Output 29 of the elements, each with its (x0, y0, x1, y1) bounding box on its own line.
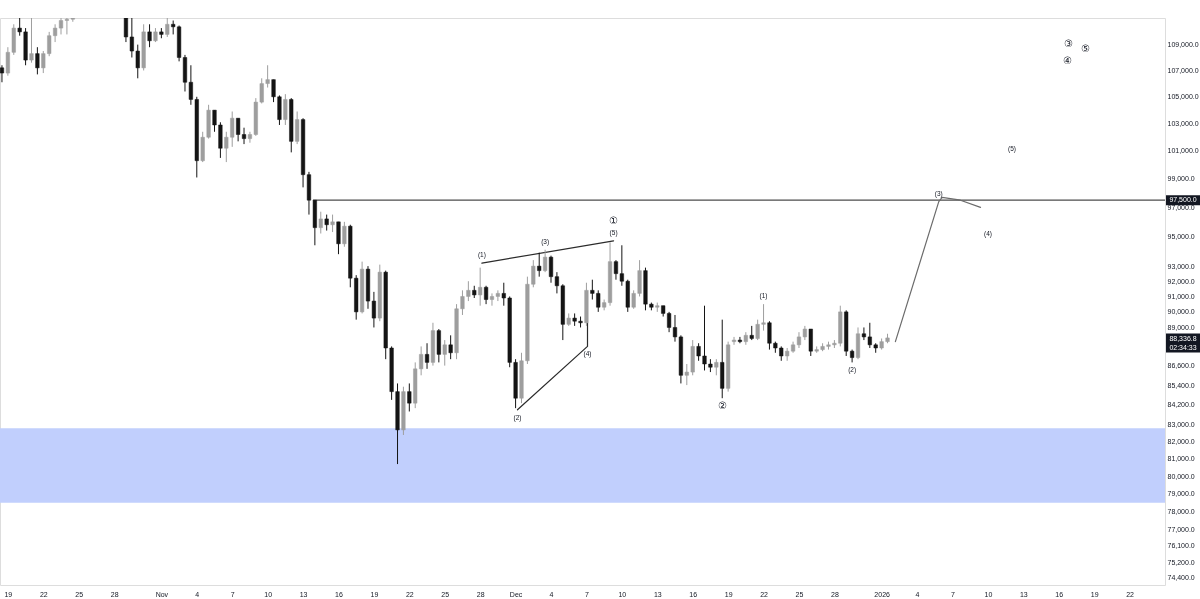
candlestick (855, 326, 861, 360)
candlestick (147, 23, 152, 48)
candlestick (537, 252, 542, 278)
annotation: ⑤ (1080, 43, 1090, 54)
candlestick (448, 334, 453, 360)
annotation: ④ (1062, 55, 1072, 66)
candlestick (407, 382, 412, 412)
candlestick (737, 336, 742, 344)
candlestick (808, 328, 813, 357)
candlestick (484, 285, 489, 305)
candlestick (29, 18, 34, 64)
candlestick (0, 64, 5, 83)
annotation: ① (609, 214, 619, 226)
candlestick (342, 221, 347, 248)
candlestick (436, 328, 441, 363)
candlestick (336, 221, 341, 255)
candlestick (318, 211, 323, 234)
candlestick (283, 93, 288, 126)
line-series (894, 196, 982, 343)
candlestick (424, 342, 430, 370)
annotation: ③ (1063, 38, 1073, 49)
candlestick (165, 18, 170, 38)
candlestick (442, 339, 447, 367)
candlestick (295, 110, 300, 145)
annotation: ② (717, 400, 727, 412)
candlestick (478, 267, 483, 307)
candlestick (731, 336, 737, 346)
candlestick (543, 249, 548, 273)
candlestick (35, 46, 40, 75)
